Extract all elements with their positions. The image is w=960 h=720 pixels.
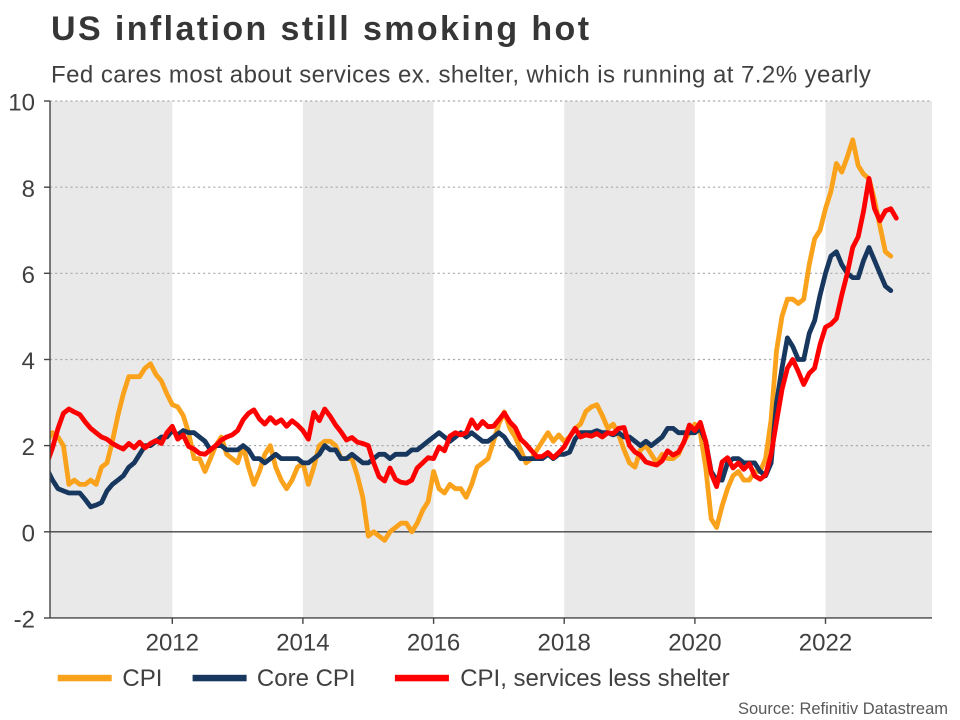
svg-text:2018: 2018 xyxy=(538,630,591,657)
svg-text:2022: 2022 xyxy=(799,630,852,657)
svg-text:Fed cares most about services: Fed cares most about services ex. shelte… xyxy=(51,62,871,89)
svg-text:-2: -2 xyxy=(14,607,35,634)
svg-text:Core CPI: Core CPI xyxy=(257,665,356,692)
svg-text:US inflation still smoking hot: US inflation still smoking hot xyxy=(51,10,591,48)
svg-text:10: 10 xyxy=(8,90,35,117)
svg-text:2016: 2016 xyxy=(407,630,460,657)
svg-text:8: 8 xyxy=(22,176,35,203)
svg-text:6: 6 xyxy=(22,262,35,289)
svg-text:2: 2 xyxy=(22,434,35,461)
svg-text:CPI: CPI xyxy=(122,665,162,692)
svg-text:CPI, services less shelter: CPI, services less shelter xyxy=(460,665,729,692)
svg-text:4: 4 xyxy=(22,348,35,375)
svg-text:0: 0 xyxy=(22,520,35,547)
svg-text:2014: 2014 xyxy=(276,630,329,657)
svg-text:2020: 2020 xyxy=(668,630,721,657)
svg-text:2012: 2012 xyxy=(146,630,199,657)
svg-text:Source: Refinitiv Datastream: Source: Refinitiv Datastream xyxy=(738,700,948,718)
